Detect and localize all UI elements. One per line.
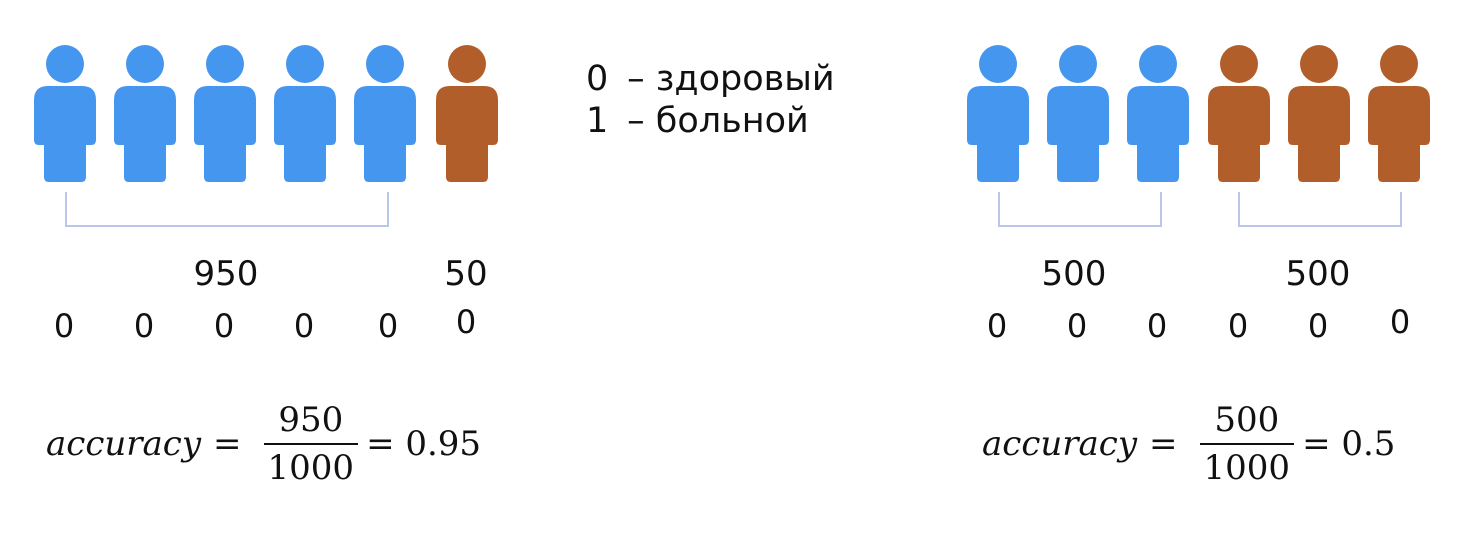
formula-fraction: 950 1000: [263, 400, 359, 487]
legend-code: 1: [586, 101, 609, 141]
formula-equals: =: [213, 424, 242, 464]
person-icon: [436, 44, 498, 182]
group-bracket: [1238, 192, 1402, 227]
person-icon: [1368, 44, 1430, 182]
group-bracket: [65, 192, 389, 227]
group-bracket: [998, 192, 1162, 227]
prediction-label: 0: [1066, 307, 1088, 345]
prediction-label: 0: [986, 307, 1008, 345]
formula-lhs: accuracy: [46, 424, 202, 464]
person-icon: [1047, 44, 1109, 182]
prediction-label: 0: [213, 307, 235, 345]
prediction-label: 0: [1307, 307, 1329, 345]
group-count: 50: [444, 254, 488, 294]
person-icon: [114, 44, 176, 182]
formula-numerator: 500: [1214, 400, 1280, 440]
group-count: 500: [1285, 254, 1351, 294]
accuracy-formula: accuracy = 500 1000 = 0.5: [982, 394, 1395, 494]
person-icon: [1288, 44, 1350, 182]
legend-code: 0: [586, 59, 609, 99]
accuracy-formula: accuracy = 950 1000 = 0.95: [46, 394, 481, 494]
person-icon: [194, 44, 256, 182]
person-icon: [967, 44, 1029, 182]
group-count: 950: [193, 254, 259, 294]
person-icon: [354, 44, 416, 182]
legend: 0 – здоровый 1 – больной: [586, 58, 835, 142]
formula-result: = 0.5: [1302, 424, 1396, 464]
formula-numerator: 950: [278, 400, 344, 440]
prediction-label: 0: [455, 303, 477, 341]
formula-result: = 0.95: [366, 424, 482, 464]
formula-denominator: 1000: [263, 443, 359, 487]
formula-denominator: 1000: [1199, 443, 1295, 487]
formula-fraction: 500 1000: [1199, 400, 1295, 487]
prediction-label: 0: [53, 307, 75, 345]
formula-lhs: accuracy: [982, 424, 1138, 464]
prediction-label: 0: [1389, 303, 1411, 341]
prediction-label: 0: [293, 307, 315, 345]
prediction-label: 0: [133, 307, 155, 345]
person-icon: [34, 44, 96, 182]
person-icon: [1127, 44, 1189, 182]
person-icon: [274, 44, 336, 182]
legend-label: – здоровый: [627, 59, 835, 99]
legend-label: – больной: [627, 101, 809, 141]
formula-equals: =: [1149, 424, 1178, 464]
prediction-label: 0: [1146, 307, 1168, 345]
prediction-label: 0: [377, 307, 399, 345]
group-count: 500: [1041, 254, 1107, 294]
person-icon: [1208, 44, 1270, 182]
legend-item-sick: 1 – больной: [586, 100, 835, 142]
prediction-label: 0: [1227, 307, 1249, 345]
legend-item-healthy: 0 – здоровый: [586, 58, 835, 100]
